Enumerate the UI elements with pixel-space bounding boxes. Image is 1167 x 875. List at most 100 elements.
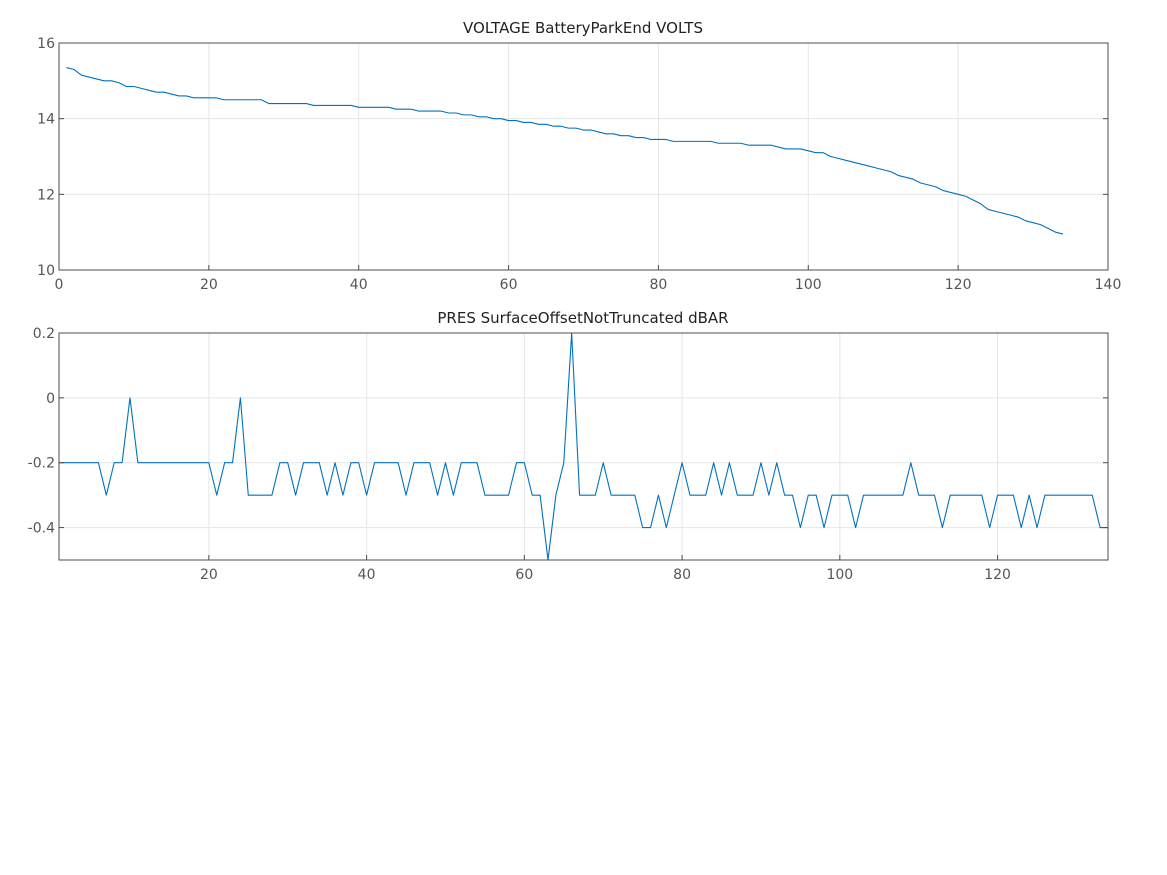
pressure-data-point — [437, 495, 438, 496]
pressure-data-point — [918, 495, 919, 496]
voltage-x-tick-label: 20 — [200, 277, 218, 293]
pressure-data-point — [319, 462, 320, 463]
voltage-data-point — [118, 82, 119, 83]
pressure-data-point — [398, 462, 399, 463]
pressure-data-point — [768, 495, 769, 496]
pressure-data-point — [382, 462, 383, 463]
pressure-data-point — [208, 462, 209, 463]
voltage-data-point — [853, 162, 854, 163]
voltage-data-point — [148, 90, 149, 91]
pressure-data-point — [658, 495, 659, 496]
pressure-data-point — [737, 495, 738, 496]
voltage-data-point — [793, 148, 794, 149]
voltage-data-point — [426, 111, 427, 112]
pressure-data-point — [1084, 495, 1085, 496]
voltage-data-point — [96, 78, 97, 79]
voltage-data-point — [463, 114, 464, 115]
pressure-x-tick-label: 20 — [200, 567, 218, 583]
pressure-data-point — [476, 462, 477, 463]
voltage-data-point — [456, 112, 457, 113]
pressure-data-point — [114, 462, 115, 463]
voltage-data-point — [650, 139, 651, 140]
voltage-data-point — [178, 95, 179, 96]
pressure-data-point — [721, 495, 722, 496]
pressure-data-point — [595, 495, 596, 496]
pressure-data-point — [74, 462, 75, 463]
pressure-data-point — [666, 527, 667, 528]
pressure-data-point — [200, 462, 201, 463]
voltage-data-point — [733, 143, 734, 144]
voltage-data-point — [605, 133, 606, 134]
pressure-data-point — [122, 462, 123, 463]
pressure-data-point — [1036, 527, 1037, 528]
voltage-data-point — [1017, 216, 1018, 217]
voltage-data-point — [928, 184, 929, 185]
pressure-data-point — [185, 462, 186, 463]
voltage-data-point — [343, 105, 344, 106]
pressure-data-point — [390, 462, 391, 463]
voltage-data-point — [575, 128, 576, 129]
pressure-data-point — [958, 495, 959, 496]
voltage-data-point — [111, 80, 112, 81]
pressure-data-point — [626, 495, 627, 496]
voltage-data-point — [920, 182, 921, 183]
pressure-data-point — [973, 495, 974, 496]
voltage-data-point — [815, 152, 816, 153]
pressure-data-point — [603, 462, 604, 463]
voltage-data-point — [883, 169, 884, 170]
voltage-data-point — [1062, 233, 1063, 234]
pressure-chart-axes — [58, 332, 1109, 561]
voltage-data-point — [755, 145, 756, 146]
pressure-data-point — [792, 495, 793, 496]
voltage-data-point — [613, 133, 614, 134]
pressure-data-point — [1021, 527, 1022, 528]
voltage-data-point — [298, 103, 299, 104]
voltage-data-point — [306, 103, 307, 104]
pressure-data-point — [1092, 495, 1093, 496]
pressure-data-point — [760, 462, 761, 463]
pressure-data-point — [216, 495, 217, 496]
pressure-x-tick-label: 80 — [673, 567, 691, 583]
voltage-chart-ticks: 0 20 40 60 80 100 120 140 10 12 14 16 — [37, 36, 1121, 293]
pressure-x-tick-label: 100 — [826, 567, 853, 583]
pressure-data-point — [642, 527, 643, 528]
pressure-data-point — [587, 495, 588, 496]
voltage-data-point — [193, 97, 194, 98]
voltage-data-point — [718, 143, 719, 144]
pressure-data-point — [469, 462, 470, 463]
pressure-data-point — [358, 462, 359, 463]
pressure-data-point — [863, 495, 864, 496]
voltage-data-point — [950, 192, 951, 193]
voltage-data-point — [231, 99, 232, 100]
pressure-data-point — [153, 462, 154, 463]
voltage-data-point — [433, 111, 434, 112]
voltage-data-point — [88, 76, 89, 77]
pressure-data-point — [405, 495, 406, 496]
voltage-data-point — [830, 156, 831, 157]
voltage-series-line — [66, 67, 1064, 235]
voltage-data-point — [126, 86, 127, 87]
voltage-data-point — [763, 145, 764, 146]
voltage-chart-title: VOLTAGE BatteryParkEnd VOLTS — [463, 19, 703, 37]
pressure-data-point — [674, 495, 675, 496]
pressure-series-line — [59, 332, 1108, 561]
pressure-chart-title: PRES SurfaceOffsetNotTruncated dBAR — [437, 309, 728, 327]
pressure-data-point — [926, 495, 927, 496]
voltage-data-point — [530, 122, 531, 123]
pressure-data-point — [137, 462, 138, 463]
voltage-data-point — [366, 107, 367, 108]
voltage-data-point — [186, 95, 187, 96]
pressure-chart-grid — [59, 333, 1108, 560]
voltage-data-point — [913, 179, 914, 180]
pressure-data-point — [256, 495, 257, 496]
pressure-data-point — [540, 495, 541, 496]
pressure-data-point — [429, 462, 430, 463]
pressure-data-point — [224, 462, 225, 463]
pressure-data-point — [90, 462, 91, 463]
pressure-data-point — [808, 495, 809, 496]
pressure-data-point — [752, 495, 753, 496]
pressure-data-point — [484, 495, 485, 496]
voltage-data-point — [988, 209, 989, 210]
voltage-data-point — [478, 116, 479, 117]
